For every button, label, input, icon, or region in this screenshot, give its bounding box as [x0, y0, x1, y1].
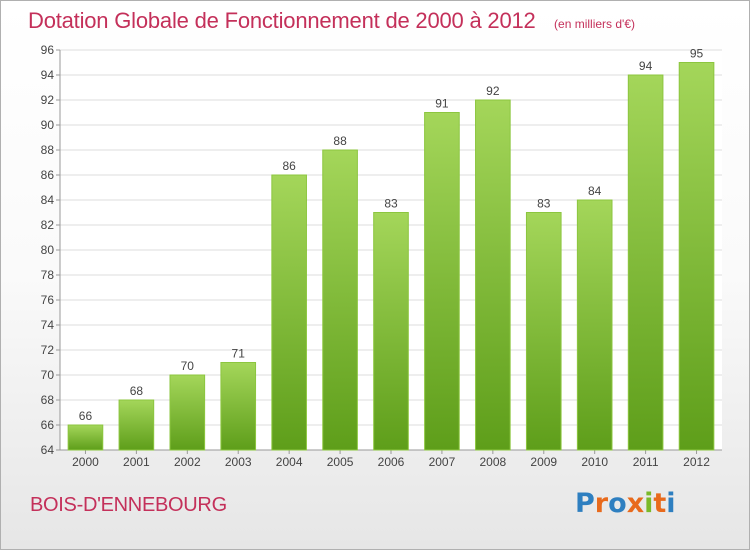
y-tick-label: 78: [41, 268, 55, 282]
x-tick-label-2000: 2000: [72, 455, 99, 469]
bar-2002: [169, 374, 206, 451]
x-tick-label-2008: 2008: [479, 455, 506, 469]
value-label-2001: 68: [130, 384, 144, 398]
bar-2011: [627, 74, 664, 451]
value-label-2000: 66: [79, 409, 93, 423]
value-label-2004: 86: [282, 159, 296, 173]
x-tick-label-2009: 2009: [530, 455, 557, 469]
logo-letter: x: [626, 488, 645, 519]
logo-letter: i: [666, 488, 676, 519]
y-tick-label: 70: [41, 368, 55, 382]
y-tick-label: 68: [41, 393, 55, 407]
x-tick-label-2004: 2004: [276, 455, 303, 469]
value-label-2005: 88: [333, 134, 347, 148]
bar-2010: [576, 199, 613, 451]
bar-2006: [373, 212, 409, 451]
y-tick-label: 72: [41, 343, 55, 357]
logo-letter: r: [594, 488, 609, 519]
y-tick-label: 92: [41, 93, 55, 107]
bar-2008: [475, 99, 511, 451]
x-tick-label-2012: 2012: [683, 455, 710, 469]
logo-letter: o: [608, 488, 627, 519]
city-name: BOIS-D'ENNEBOURG: [30, 494, 227, 516]
axes: 64 66 68 70 72 74 76 78 80 82 84 86 88 90 92 94 96 2000 20…: [41, 43, 722, 469]
y-tick-label: 88: [41, 143, 55, 157]
bar-2004: [271, 174, 307, 451]
value-label-2002: 70: [181, 359, 195, 373]
logo-letter: t: [653, 488, 667, 519]
y-tick-label: 82: [41, 218, 55, 232]
value-label-2012: 95: [690, 47, 704, 61]
bar-2003: [220, 362, 257, 451]
bar-2000: [67, 424, 104, 451]
value-label-2008: 92: [486, 84, 500, 98]
logo-letter: i: [644, 488, 654, 519]
bar-2009: [525, 212, 562, 451]
x-tick-label-2002: 2002: [174, 455, 201, 469]
y-tick-label: 94: [41, 68, 55, 82]
x-tick-label-2006: 2006: [378, 455, 405, 469]
bar-2012: [678, 62, 715, 451]
bar-2001: [118, 399, 155, 451]
value-label-2006: 83: [384, 197, 398, 211]
title-row: Dotation Globale de Fonctionnement de 20…: [28, 8, 635, 34]
y-tick-label: 74: [41, 318, 55, 332]
x-tick-label-2011: 2011: [633, 455, 659, 469]
y-tick-label: 90: [41, 118, 55, 132]
bar-2007: [424, 112, 460, 451]
x-tick-label-2007: 2007: [429, 455, 456, 469]
value-label-2003: 71: [232, 347, 246, 361]
y-tick-label: 64: [41, 443, 55, 457]
chart-title: Dotation Globale de Fonctionnement de 20…: [28, 8, 536, 33]
x-tick-label-2010: 2010: [581, 455, 608, 469]
x-tick-label-2003: 2003: [225, 455, 252, 469]
y-tick-label: 84: [41, 193, 55, 207]
x-tick-label-2001: 2001: [123, 455, 150, 469]
logo-letter: P: [575, 488, 595, 519]
y-tick-label: 66: [41, 418, 55, 432]
y-tick-label: 80: [41, 243, 55, 257]
value-labels: 66 68 70 71 86 88 83 91 92 83 84 94 95: [79, 47, 704, 424]
chart-unit-note: (en milliers d'€): [554, 17, 636, 31]
proxiti-logo[interactable]: Proxiti: [575, 488, 676, 519]
bar-2005: [322, 149, 358, 451]
value-label-2007: 91: [435, 97, 449, 111]
value-label-2009: 83: [537, 197, 551, 211]
y-tick-label: 86: [41, 168, 55, 182]
bars: [67, 62, 715, 451]
value-label-2011: 94: [639, 59, 653, 73]
y-tick-label: 96: [41, 43, 55, 57]
value-label-2010: 84: [588, 184, 602, 198]
y-tick-label: 76: [41, 293, 55, 307]
x-tick-label-2005: 2005: [327, 455, 354, 469]
